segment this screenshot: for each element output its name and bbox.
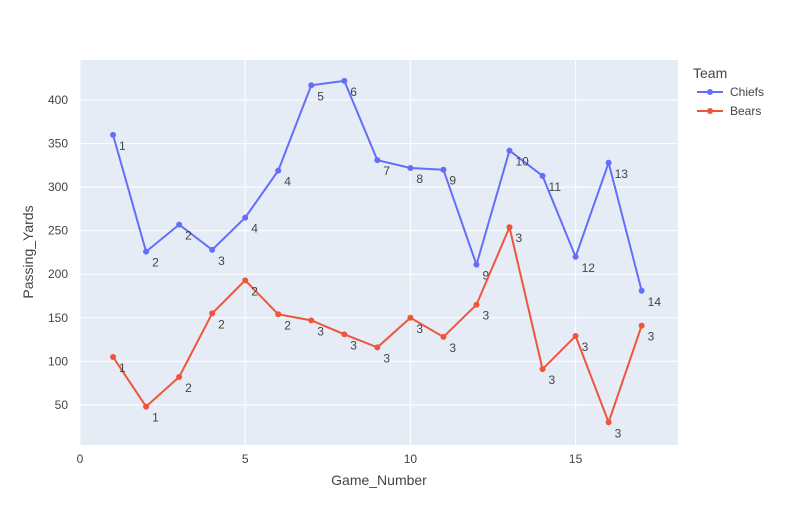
data-label-chiefs: 1 [119,139,126,153]
data-point-bears[interactable] [176,373,183,380]
data-point-bears[interactable] [407,314,414,321]
data-label-bears: 2 [284,318,291,332]
data-label-chiefs: 12 [582,261,596,275]
data-point-bears[interactable] [605,419,612,426]
data-label-bears: 2 [185,381,192,395]
data-label-chiefs: 10 [516,155,530,169]
data-point-chiefs[interactable] [242,214,249,221]
data-label-bears: 3 [350,338,357,352]
data-label-chiefs: 3 [218,254,225,268]
data-label-chiefs: 11 [549,180,562,194]
data-label-chiefs: 9 [449,174,456,188]
data-point-bears[interactable] [506,224,513,231]
y-tick-label: 50 [55,398,69,412]
data-point-chiefs[interactable] [638,287,645,294]
x-tick-label: 10 [404,452,418,466]
legend-label: Chiefs [730,85,764,99]
data-point-chiefs[interactable] [143,248,150,255]
data-label-chiefs: 14 [648,295,662,309]
grid-lines [79,60,678,445]
data-point-chiefs[interactable] [209,246,216,253]
data-label-bears: 1 [119,361,126,375]
data-label-chiefs: 6 [350,85,357,99]
data-label-bears: 1 [152,411,159,425]
y-tick-label: 400 [48,93,68,107]
data-point-chiefs[interactable] [374,157,381,164]
data-label-chiefs: 8 [416,172,423,186]
legend-title: Team [693,65,727,81]
y-tick-label: 250 [48,224,68,238]
data-label-bears: 3 [549,373,556,387]
data-point-bears[interactable] [539,366,546,373]
data-label-chiefs: 4 [251,222,258,236]
data-point-chiefs[interactable] [308,82,315,89]
y-tick-label: 350 [48,137,68,151]
y-tick-label: 200 [48,267,68,281]
x-tick-label: 5 [242,452,249,466]
data-point-chiefs[interactable] [539,172,546,179]
data-point-chiefs[interactable] [506,147,513,154]
data-point-chiefs[interactable] [407,164,414,171]
data-label-chiefs: 4 [284,175,291,189]
x-axis-title: Game_Number [331,472,427,488]
data-label-bears: 2 [218,317,225,331]
y-tick-label: 150 [48,311,68,325]
data-label-bears: 3 [615,426,622,440]
tick-labels: 0 5 10 15 50 100 150 200 250 300 350 400 [48,93,583,466]
data-point-bears[interactable] [143,403,150,410]
data-label-bears: 3 [383,351,390,365]
data-label-chiefs: 13 [615,167,629,181]
data-point-chiefs[interactable] [473,261,480,268]
data-label-bears: 3 [648,330,655,344]
data-label-bears: 3 [416,322,423,336]
data-label-bears: 3 [516,231,523,245]
legend-item-chiefs[interactable]: Chiefs [697,85,764,99]
data-point-bears[interactable] [275,311,282,318]
x-tick-label: 15 [569,452,583,466]
data-label-chiefs: 2 [185,229,192,243]
data-point-chiefs[interactable] [440,166,447,173]
y-tick-label: 300 [48,180,68,194]
legend-swatch-marker [707,89,713,95]
data-point-bears[interactable] [473,301,480,308]
data-point-bears[interactable] [440,333,447,340]
data-label-bears: 3 [582,340,589,354]
y-axis-title: Passing_Yards [20,205,36,298]
data-label-bears: 2 [251,284,258,298]
data-point-chiefs[interactable] [110,131,117,138]
legend-item-bears[interactable]: Bears [697,104,761,118]
y-tick-label: 100 [48,354,68,368]
data-point-bears[interactable] [110,353,117,360]
data-point-bears[interactable] [209,310,216,317]
data-point-chiefs[interactable] [176,221,183,228]
data-label-chiefs: 2 [152,256,159,270]
data-point-chiefs[interactable] [605,159,612,166]
legend: Team Chiefs Bears [693,65,764,118]
data-label-chiefs: 7 [383,164,390,178]
data-point-chiefs[interactable] [572,253,579,260]
data-label-bears: 3 [482,309,489,323]
data-point-chiefs[interactable] [275,167,282,174]
data-point-bears[interactable] [638,322,645,329]
plot-background [80,60,678,445]
legend-label: Bears [730,104,761,118]
data-label-bears: 3 [449,341,456,355]
x-tick-label: 0 [77,452,84,466]
data-label-bears: 3 [317,324,324,338]
data-point-bears[interactable] [242,277,249,284]
data-label-chiefs: 5 [317,89,324,103]
data-point-bears[interactable] [308,317,315,324]
legend-swatch-marker [707,108,713,114]
data-point-chiefs[interactable] [341,77,348,84]
data-point-bears[interactable] [572,333,579,340]
data-label-chiefs: 9 [482,269,489,283]
data-point-bears[interactable] [374,344,381,351]
data-point-bears[interactable] [341,331,348,338]
